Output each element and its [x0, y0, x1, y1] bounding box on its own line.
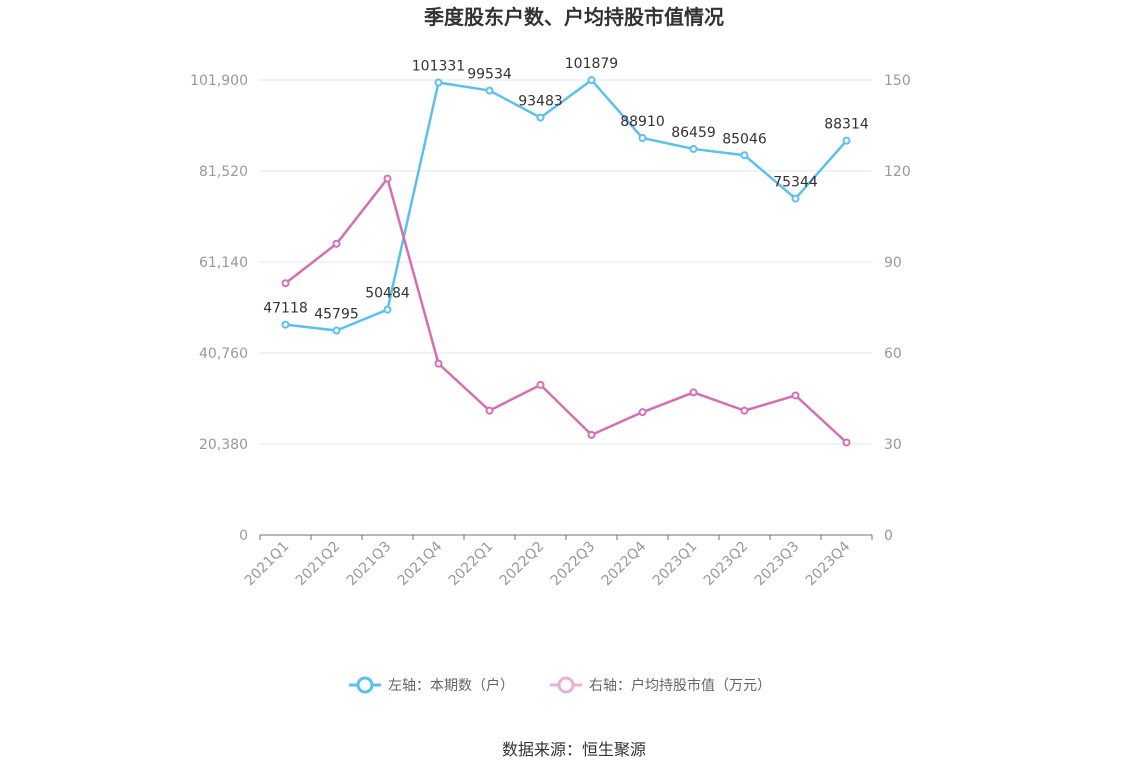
series-0-point[interactable]	[587, 76, 596, 85]
series-0-point[interactable]	[434, 78, 443, 87]
series-0-point[interactable]	[842, 136, 851, 145]
data-label: 50484	[365, 286, 410, 302]
series-0-point[interactable]	[281, 320, 290, 329]
x-tick-label: 2023Q2	[701, 539, 752, 590]
right-tick-label: 0	[884, 528, 893, 544]
x-tick-label: 2021Q3	[344, 539, 395, 590]
x-tick-label: 2022Q3	[548, 539, 599, 590]
source-text: 数据来源：恒生聚源	[502, 740, 646, 759]
right-tick-label: 30	[884, 437, 902, 453]
series-lines	[281, 76, 851, 447]
left-axis: 0 20,380 40,760 61,140 81,520 101,900	[190, 73, 248, 544]
right-tick-label: 120	[884, 164, 911, 180]
legend-market-value-label: 右轴：户均持股市值（万元）	[589, 677, 771, 694]
right-tick-label: 90	[884, 255, 902, 271]
legend-item-market-value[interactable]: 右轴：户均持股市值（万元）	[550, 676, 771, 694]
series-0-point[interactable]	[689, 144, 698, 153]
data-label: 101331	[412, 59, 465, 75]
left-tick-label: 0	[239, 528, 248, 544]
series-1-point[interactable]	[587, 430, 596, 439]
x-tick-label: 2021Q1	[242, 539, 293, 590]
chart-title: 季度股东户数、户均持股市值情况	[423, 5, 724, 29]
x-tick-label: 2022Q4	[599, 538, 650, 589]
series-1-point[interactable]	[332, 239, 341, 248]
data-label: 45795	[314, 307, 359, 323]
series-0-point[interactable]	[485, 86, 494, 95]
left-tick-label: 61,140	[199, 255, 248, 271]
x-tick-label: 2023Q4	[803, 538, 854, 589]
series-0-point[interactable]	[332, 326, 341, 335]
right-tick-label: 60	[884, 346, 902, 362]
data-label: 47118	[263, 301, 308, 317]
series-1-point[interactable]	[383, 174, 392, 183]
series-0-point[interactable]	[638, 134, 647, 143]
series-0-point[interactable]	[740, 151, 749, 160]
left-tick-label: 20,380	[199, 437, 248, 453]
series-1-point[interactable]	[638, 408, 647, 417]
data-label: 88314	[824, 117, 869, 133]
data-label: 86459	[671, 125, 716, 141]
legend-market-value-marker	[557, 676, 575, 694]
data-label: 75344	[773, 175, 818, 191]
left-tick-label: 40,760	[199, 346, 248, 362]
series-1-point[interactable]	[740, 406, 749, 415]
left-tick-label: 101,900	[190, 73, 248, 89]
legend-households-label: 左轴：本期数（户）	[388, 677, 514, 694]
data-label: 101879	[565, 56, 618, 72]
legend-households-marker	[356, 676, 374, 694]
x-tick-label: 2021Q2	[293, 539, 344, 590]
series-1-point[interactable]	[485, 406, 494, 415]
series-1-point[interactable]	[842, 438, 851, 447]
data-label: 88910	[620, 114, 665, 130]
legend[interactable]: 左轴：本期数（户） 右轴：户均持股市值（万元）	[349, 676, 771, 694]
series-1-point[interactable]	[281, 279, 290, 288]
grid	[260, 79, 872, 445]
series-1-point[interactable]	[689, 388, 698, 397]
series-0-point[interactable]	[383, 305, 392, 314]
right-axis: 0 30 60 90 120 150	[884, 73, 911, 544]
series-line-1	[284, 177, 848, 444]
x-tick-label: 2022Q1	[446, 539, 497, 590]
legend-item-households[interactable]: 左轴：本期数（户）	[349, 676, 514, 694]
right-tick-label: 150	[884, 73, 911, 89]
series-1-point[interactable]	[434, 359, 443, 368]
x-tick-label: 2023Q3	[752, 539, 803, 590]
data-label: 85046	[722, 131, 767, 147]
x-tick-label: 2021Q4	[395, 538, 446, 589]
x-tick-label: 2023Q1	[650, 539, 701, 590]
left-tick-label: 81,520	[199, 164, 248, 180]
x-tick-label: 2022Q2	[497, 539, 548, 590]
series-line-0	[285, 78, 848, 332]
x-axis: 2021Q1 2021Q2 2021Q3 2021Q4 2022Q1 2022Q2 2022…	[242, 534, 873, 590]
series-1-point[interactable]	[536, 380, 545, 389]
series-0-point[interactable]	[536, 113, 545, 122]
series-1-point[interactable]	[791, 391, 800, 400]
data-label: 93483	[518, 94, 563, 110]
data-label: 99534	[467, 67, 512, 83]
series-0-point[interactable]	[791, 194, 800, 203]
